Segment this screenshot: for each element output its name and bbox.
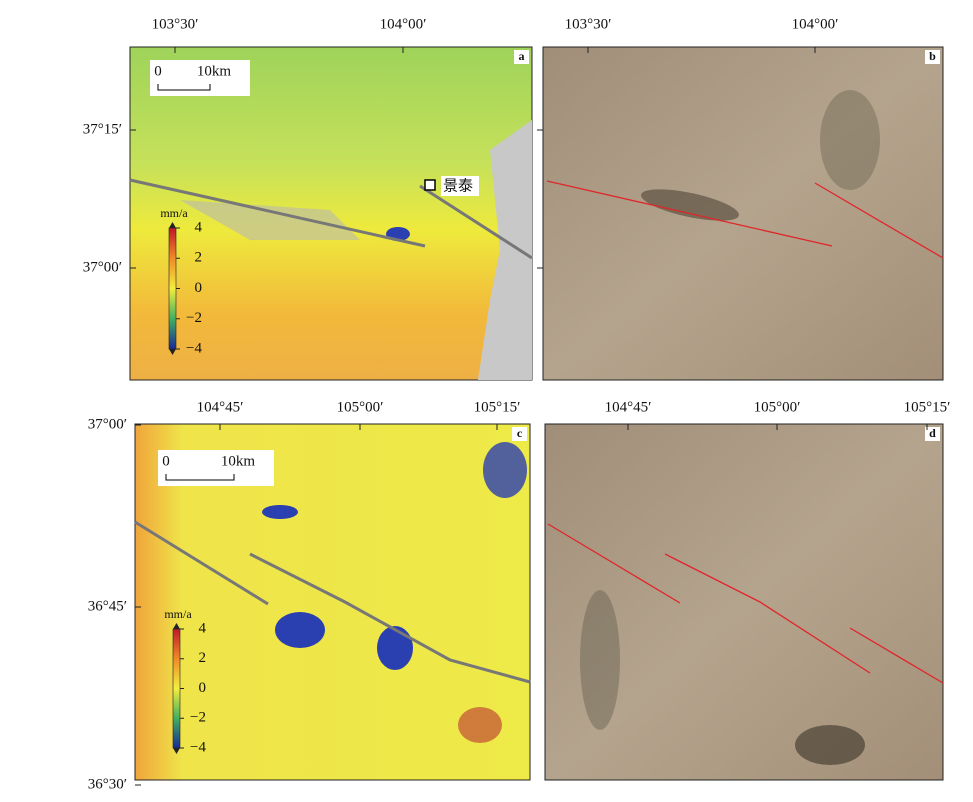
- x-tick-label: 104°45′: [605, 399, 652, 415]
- panel-letter: b: [929, 49, 936, 63]
- place-label-box: [441, 176, 479, 196]
- colorbar-unit: mm/a: [160, 206, 188, 220]
- panel-letter: d: [929, 426, 936, 440]
- colorbar-label: −4: [190, 739, 206, 755]
- place-label: 景泰: [443, 177, 473, 195]
- scale-bar-label: 10km: [221, 453, 256, 469]
- panel-letter-box: [512, 427, 527, 441]
- y-tick-label: 36°30′: [88, 776, 127, 792]
- colorbar-label: 0: [195, 280, 203, 296]
- colorbar-label: 4: [195, 219, 203, 235]
- terrain: [820, 90, 880, 190]
- colorbar-label: 2: [199, 650, 207, 666]
- colorbar: [172, 628, 181, 749]
- subsidence: [275, 612, 325, 648]
- no-data-area: [478, 120, 532, 380]
- subsidence: [483, 442, 527, 498]
- x-tick-label: 105°00′: [337, 399, 384, 415]
- colorbar-label: −2: [186, 310, 202, 326]
- x-tick-label: 105°15′: [904, 399, 951, 415]
- panel-letter-box: [514, 50, 529, 64]
- scale-bar-box: [158, 450, 274, 486]
- fault: [129, 178, 533, 260]
- fault: [546, 180, 944, 259]
- y-tick-label: 37°15′: [83, 121, 122, 137]
- panel-letter: c: [517, 426, 523, 440]
- x-tick-label: 104°00′: [380, 16, 427, 32]
- terrain: [641, 189, 739, 221]
- panel-d-map: [544, 423, 944, 781]
- scale-bar-label: 10km: [197, 63, 232, 79]
- x-tick-label: 104°00′: [792, 16, 839, 32]
- terrain: [580, 590, 620, 730]
- town-marker: [424, 179, 436, 191]
- subsidence: [377, 626, 413, 670]
- y-tick-label: 37°00′: [83, 259, 122, 275]
- y-tick-label: 37°00′: [88, 416, 127, 432]
- scale-bar-label: 0: [162, 453, 170, 469]
- panel-letter: a: [519, 49, 525, 63]
- x-tick-label: 105°00′: [754, 399, 801, 415]
- panel-letter-box: [925, 427, 940, 441]
- colorbar-label: −2: [190, 710, 206, 726]
- x-tick-label: 104°45′: [197, 399, 244, 415]
- scale-bar: [157, 84, 211, 91]
- panel-letter-box: [925, 50, 940, 64]
- colorbar-unit: mm/a: [164, 607, 192, 621]
- colorbar-label: 2: [195, 250, 203, 266]
- colorbar-label: −4: [186, 340, 202, 356]
- scale-bar: [165, 474, 235, 481]
- subsidence: [262, 505, 298, 519]
- uplift: [458, 707, 502, 743]
- x-tick-label: 105°15′: [474, 399, 521, 415]
- fault: [547, 523, 944, 684]
- colorbar-label: 4: [199, 620, 207, 636]
- panel-b-map: [542, 46, 944, 381]
- terrain: [795, 725, 865, 765]
- no-data-area: [180, 200, 360, 240]
- colorbar-label: 0: [199, 680, 207, 696]
- x-tick-label: 103°30′: [565, 16, 612, 32]
- scale-bar-label: 0: [154, 63, 162, 79]
- x-tick-label: 103°30′: [152, 16, 199, 32]
- y-tick-label: 36°45′: [88, 598, 127, 614]
- fault: [134, 520, 531, 684]
- colorbar: [168, 227, 177, 350]
